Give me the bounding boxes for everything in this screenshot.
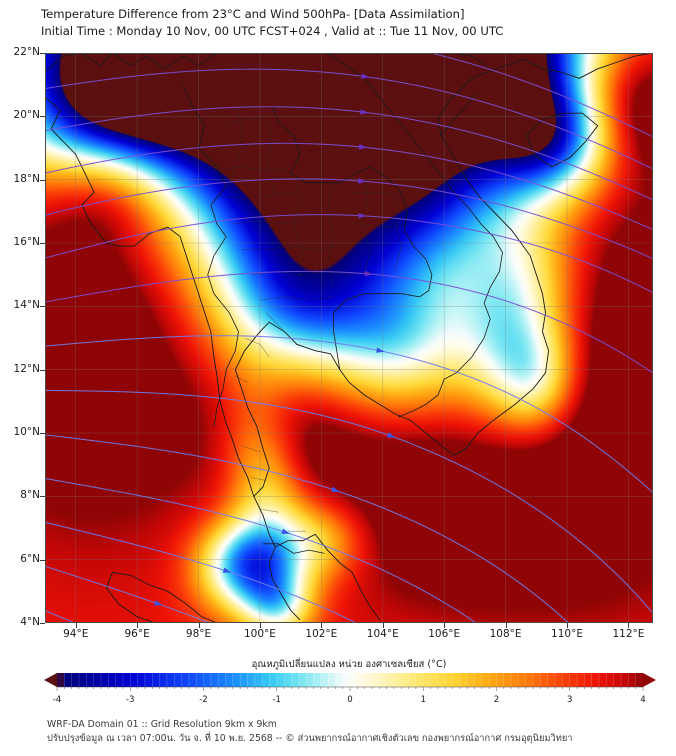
colorbar-tick-label: -4 <box>52 695 62 705</box>
y-axis-tick-mark <box>40 116 45 118</box>
y-axis-tick-label: 10°N <box>13 426 40 438</box>
x-axis-tick-mark <box>444 623 446 628</box>
footer-domain-info: WRF-DA Domain 01 :: Grid Resolution 9km … <box>47 719 277 730</box>
page-title: Temperature Difference from 23°C and Win… <box>41 7 465 21</box>
chart-subtitle: Initial Time : Monday 10 Nov, 00 UTC FCS… <box>41 24 504 38</box>
y-axis-tick-mark <box>40 243 45 244</box>
y-axis-tick-mark <box>40 179 45 181</box>
x-axis-tick-mark <box>382 623 384 628</box>
colorbar-tick-label: 0 <box>347 695 353 705</box>
map-plot-area <box>45 53 653 623</box>
y-axis-tick-label: 4°N <box>20 616 40 628</box>
colorbar-tick-label: 2 <box>493 695 500 705</box>
y-axis-tick-label: 12°N <box>13 362 40 375</box>
x-axis-tick-label: 94°E <box>63 628 89 640</box>
x-axis-tick-label: 100°E <box>243 628 276 640</box>
chart-title-block: Temperature Difference from 23°C and Win… <box>41 6 641 40</box>
y-axis-tick-mark <box>40 559 45 561</box>
colorbar <box>44 672 656 694</box>
footer-block: WRF-DA Domain 01 :: Grid Resolution 9km … <box>47 718 667 746</box>
x-axis-tick-label: 102°E <box>305 628 338 640</box>
y-axis-tick-mark <box>40 496 45 498</box>
x-axis-tick-mark <box>321 623 323 628</box>
x-axis-tick-label: 108°E <box>489 628 522 640</box>
footer-credit: ปรับปรุงข้อมูล ณ เวลา 07:00น. วัน จ. ที่… <box>47 733 573 744</box>
y-axis-tick-label: 20°N <box>13 109 40 122</box>
x-axis-tick-mark <box>198 623 200 628</box>
y-axis-tick-label: 22°N <box>13 46 40 58</box>
y-axis-tick-mark <box>40 306 45 308</box>
temperature-anomaly-map <box>45 53 653 623</box>
x-axis-tick-mark <box>505 623 507 628</box>
x-axis-tick-mark <box>259 623 261 628</box>
colorbar-tick-label: -2 <box>199 695 208 705</box>
x-axis-tick-label: 112°E <box>612 628 645 640</box>
x-axis-tick-mark <box>137 623 139 628</box>
x-axis-tick-label: 110°E <box>551 628 583 640</box>
y-axis-tick-label: 14°N <box>13 299 40 312</box>
colorbar-gradient <box>44 672 656 694</box>
colorbar-tick-label: -1 <box>272 695 282 705</box>
y-axis-tick-label: 8°N <box>20 489 40 502</box>
x-axis-tick-label: 96°E <box>124 628 150 640</box>
y-axis-tick-mark <box>40 623 45 624</box>
colorbar-title: อุณหภูมิเปลี่ยนแปลง หน่วย องศาเซลเซียส (… <box>251 659 447 670</box>
x-axis-tick-label: 98°E <box>185 628 212 640</box>
x-axis-tick-mark <box>567 623 569 628</box>
x-axis-tick-label: 106°E <box>428 628 461 640</box>
colorbar-tick-label: 1 <box>420 695 426 705</box>
y-axis-tick-mark <box>40 53 45 54</box>
x-axis-tick-label: 104°E <box>366 628 399 640</box>
colorbar-tick-label: 3 <box>567 695 573 705</box>
colorbar-tick-label: 4 <box>640 695 646 705</box>
y-axis-tick-mark <box>40 433 45 434</box>
y-axis-tick-mark <box>40 369 45 371</box>
y-axis-tick-label: 6°N <box>20 552 40 565</box>
colorbar-tick-label: -3 <box>125 695 135 705</box>
x-axis-tick-mark <box>75 623 77 628</box>
y-axis-tick-label: 18°N <box>13 172 40 185</box>
y-axis-tick-label: 16°N <box>13 236 40 248</box>
x-axis-tick-mark <box>628 623 630 628</box>
